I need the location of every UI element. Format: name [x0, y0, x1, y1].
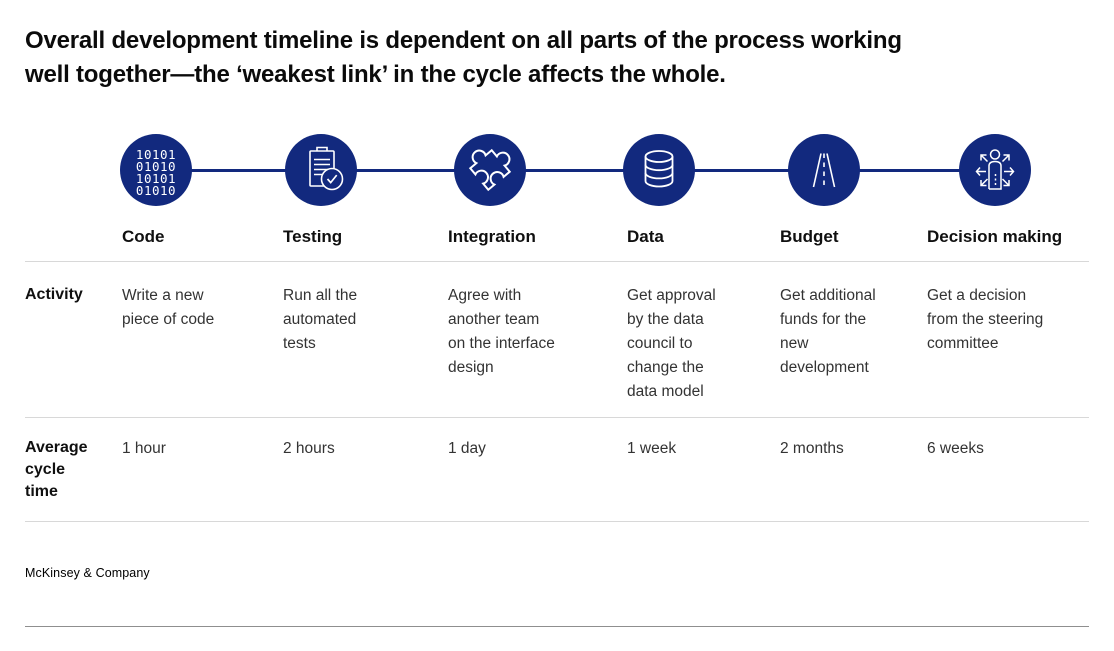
cycle-cell-code: 1 hour	[122, 440, 166, 457]
timeline-connector	[156, 169, 995, 172]
activity-cell-testing: Run all the automated tests	[283, 287, 358, 352]
database-icon	[644, 150, 674, 188]
step-circle-testing	[285, 134, 357, 206]
step-circle-decision	[959, 134, 1031, 206]
clipboard-check-icon	[309, 146, 344, 191]
cycle-cell-integration: 1 day	[448, 440, 486, 457]
step-label-integration: Integration	[448, 227, 536, 246]
cycle-time-row-label: Average cycle time	[25, 439, 88, 500]
cycle-cell-testing: 2 hours	[283, 440, 335, 457]
divider-top	[25, 261, 1089, 262]
step-label-budget: Budget	[780, 227, 839, 246]
binary-line: 10101	[136, 171, 176, 186]
activity-cell-decision: Get a decision from the steering committ…	[927, 287, 1044, 352]
binary-line: 10101	[136, 147, 176, 162]
person-arrows-icon	[975, 149, 1015, 190]
step-circle-code: 10101 01010 10101 01010	[120, 134, 192, 206]
page-title: Overall development timeline is dependen…	[25, 27, 902, 88]
activity-row-label: Activity	[25, 286, 83, 303]
divider-middle	[25, 417, 1089, 418]
activity-cell-code: Write a new piece of code	[122, 287, 215, 328]
step-circle-budget	[788, 134, 860, 206]
puzzle-piece-icon	[468, 148, 512, 192]
step-label-data: Data	[627, 227, 664, 246]
step-circle-data	[623, 134, 695, 206]
divider-bottom	[25, 521, 1089, 522]
cycle-cell-data: 1 week	[627, 440, 677, 457]
road-icon	[812, 153, 836, 188]
cycle-cell-budget: 2 months	[780, 440, 844, 457]
step-label-testing: Testing	[283, 227, 343, 246]
activity-cell-data: Get approval by the data council to chan…	[627, 287, 716, 400]
cycle-cell-decision: 6 weeks	[927, 440, 984, 457]
binary-line: 01010	[136, 183, 176, 198]
step-circle-integration	[454, 134, 526, 206]
brand-logo-text: McKinsey & Company	[25, 566, 150, 580]
activity-cell-integration: Agree with another team on the interface…	[448, 287, 555, 376]
binary-code-icon: 10101 01010 10101 01010	[136, 147, 176, 198]
page-bottom-rule	[25, 626, 1089, 627]
step-label-code: Code	[122, 227, 165, 246]
activity-cell-budget: Get additional funds for the new develop…	[780, 287, 876, 376]
binary-line: 01010	[136, 159, 176, 174]
step-label-decision: Decision making	[927, 227, 1063, 246]
